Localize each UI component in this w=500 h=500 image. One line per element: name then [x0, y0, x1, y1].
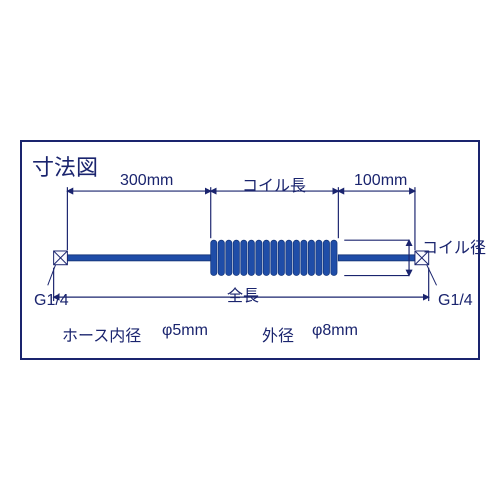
dim-left-length: 300mm [120, 172, 173, 190]
diagram-frame: 寸法図 300mm コイル長 100mm コイル径 全長 G1/4 G1/4 ホ… [20, 140, 480, 360]
hose-inner-label: ホース内径 [62, 322, 141, 346]
dim-coil-dia: コイル径 [422, 234, 486, 258]
fitting-right: G1/4 [438, 292, 473, 310]
hose-outer-label: 外径 [262, 322, 294, 346]
dim-right-length: 100mm [354, 172, 407, 190]
dim-total-length: 全長 [227, 282, 259, 306]
dim-coil-length: コイル長 [242, 172, 306, 196]
fitting-left: G1/4 [34, 292, 69, 310]
hose-inner-val: φ5mm [162, 322, 208, 340]
hose-outer-val: φ8mm [312, 322, 358, 340]
